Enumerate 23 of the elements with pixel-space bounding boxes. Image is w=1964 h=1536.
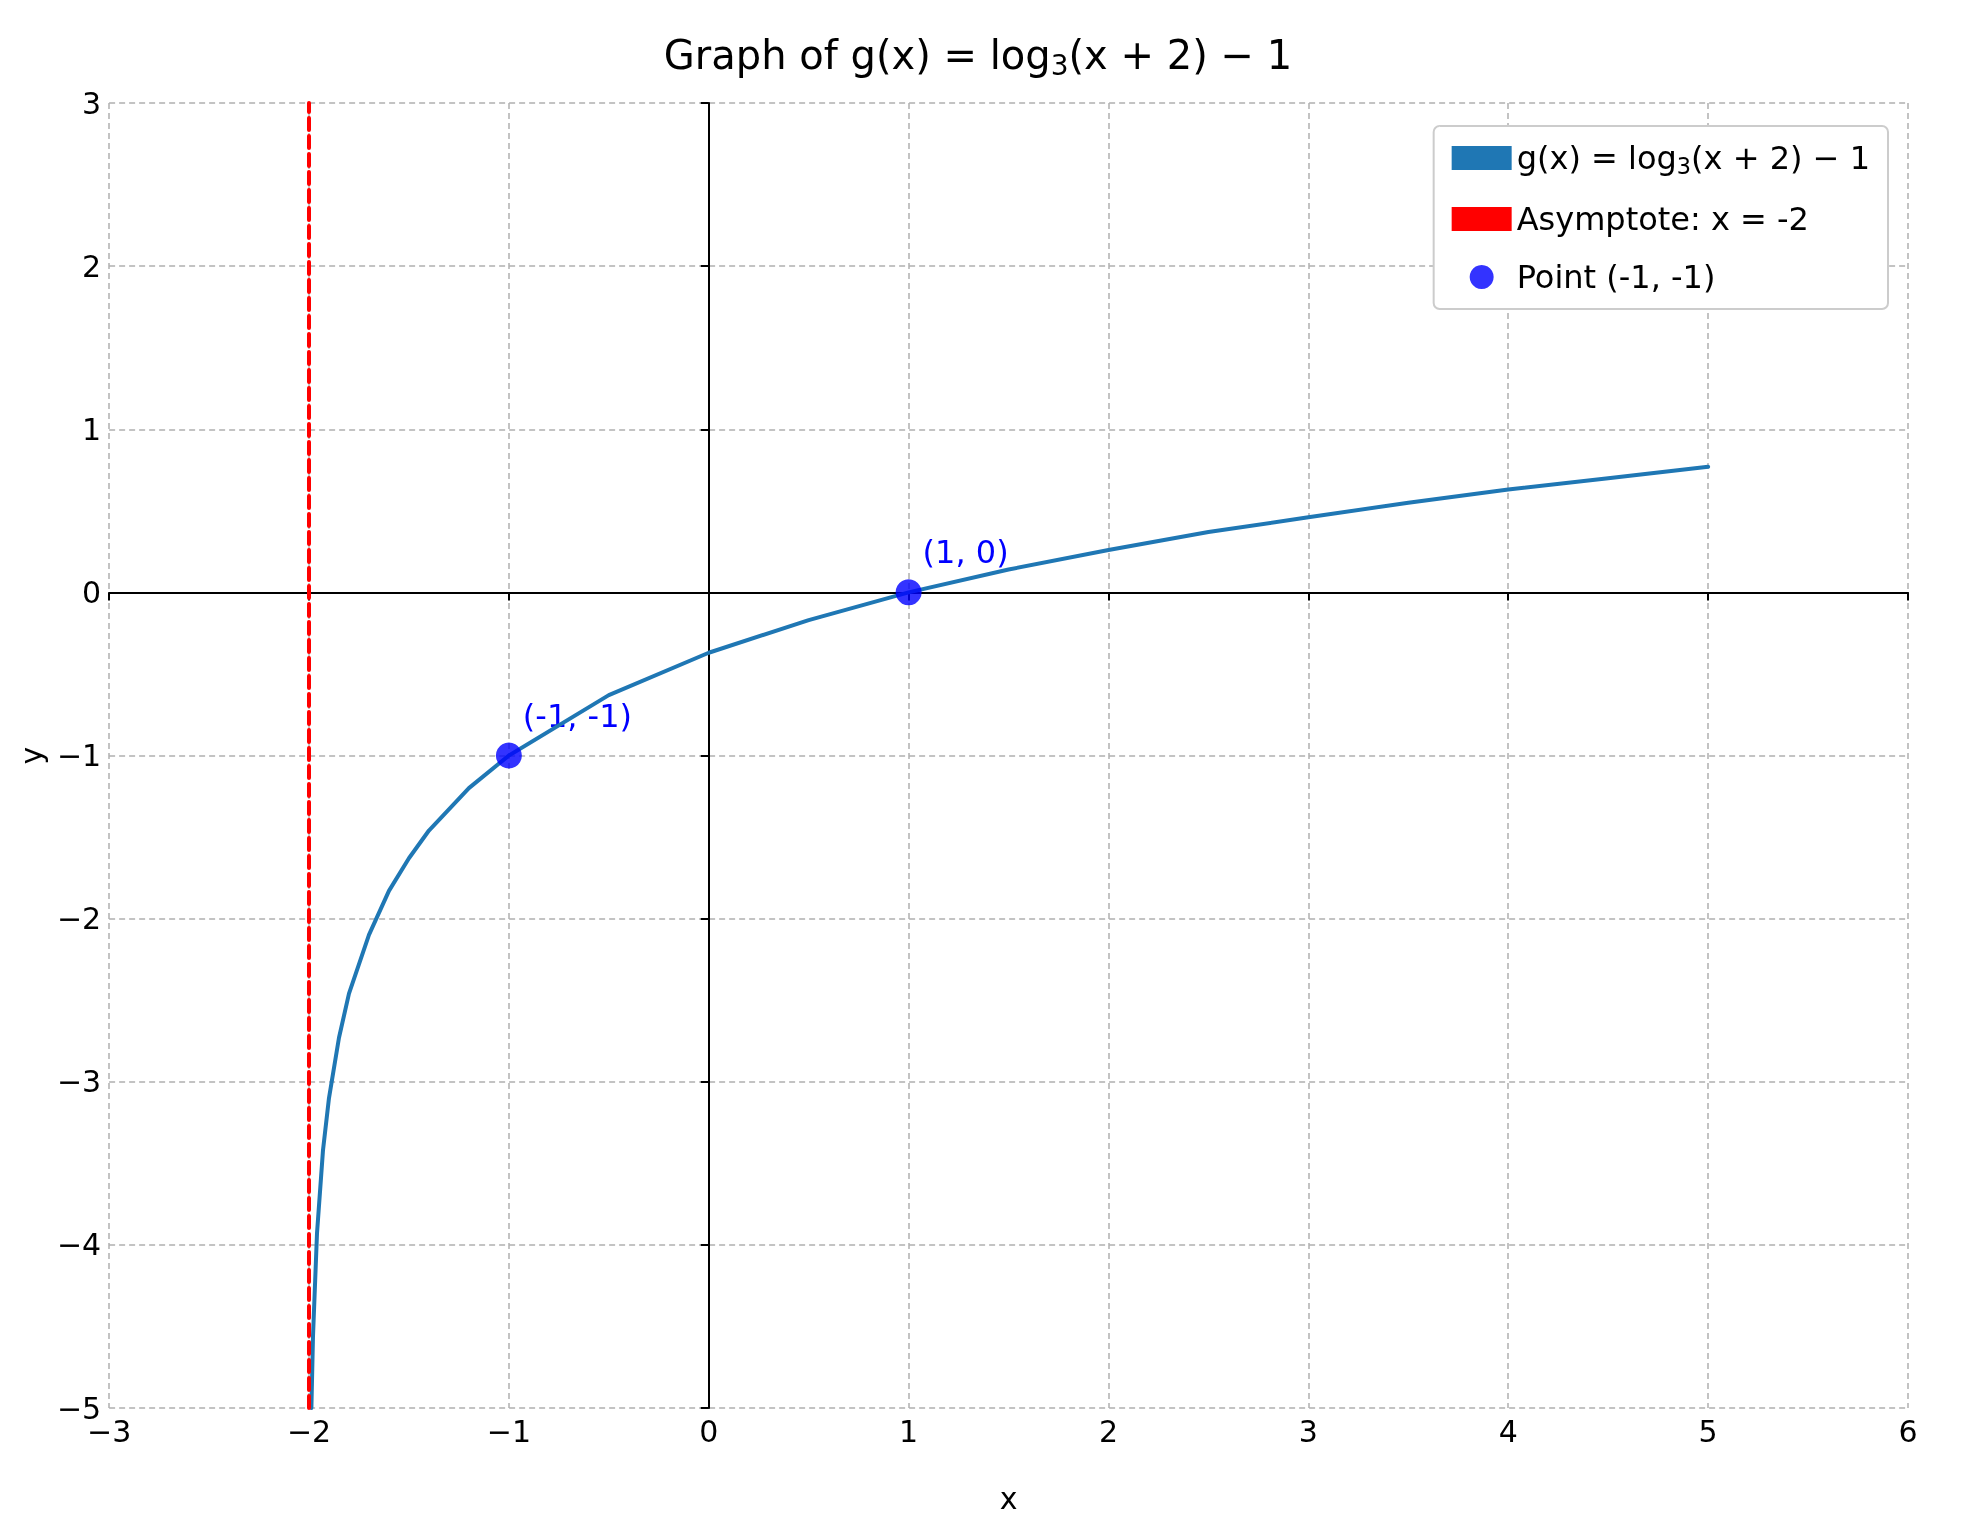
y-axis-title: y <box>13 746 49 765</box>
legend-label: Asymptote: x = -2 <box>1516 200 1809 238</box>
y-tick-label: −1 <box>56 738 102 773</box>
y-tick-label: 2 <box>82 248 102 284</box>
x-tick-label: 4 <box>1498 1413 1518 1449</box>
x-tick-label: −2 <box>286 1413 332 1449</box>
x-tick-label: 0 <box>699 1413 719 1449</box>
y-tick-label: 0 <box>82 574 102 610</box>
x-tick-label: 6 <box>1898 1413 1918 1449</box>
y-tick-label: 1 <box>82 411 102 447</box>
line-series <box>309 464 1711 1410</box>
y-tick-label: −4 <box>56 1227 102 1263</box>
x-axis-title: x <box>999 1480 1018 1516</box>
x-tick-label: −1 <box>486 1413 531 1449</box>
x-tick-label: 3 <box>1298 1413 1318 1449</box>
y-tick-label: −3 <box>56 1064 102 1100</box>
annotation: (1, 0) <box>922 533 1009 572</box>
x-tick-label: 1 <box>899 1413 919 1449</box>
x-tick-label: 5 <box>1698 1413 1718 1449</box>
legend-label: Point (-1, -1) <box>1516 258 1716 296</box>
y-tick-label: 3 <box>82 85 102 121</box>
x-tick-label: 2 <box>1098 1413 1119 1449</box>
y-tick-label: −2 <box>56 901 102 937</box>
